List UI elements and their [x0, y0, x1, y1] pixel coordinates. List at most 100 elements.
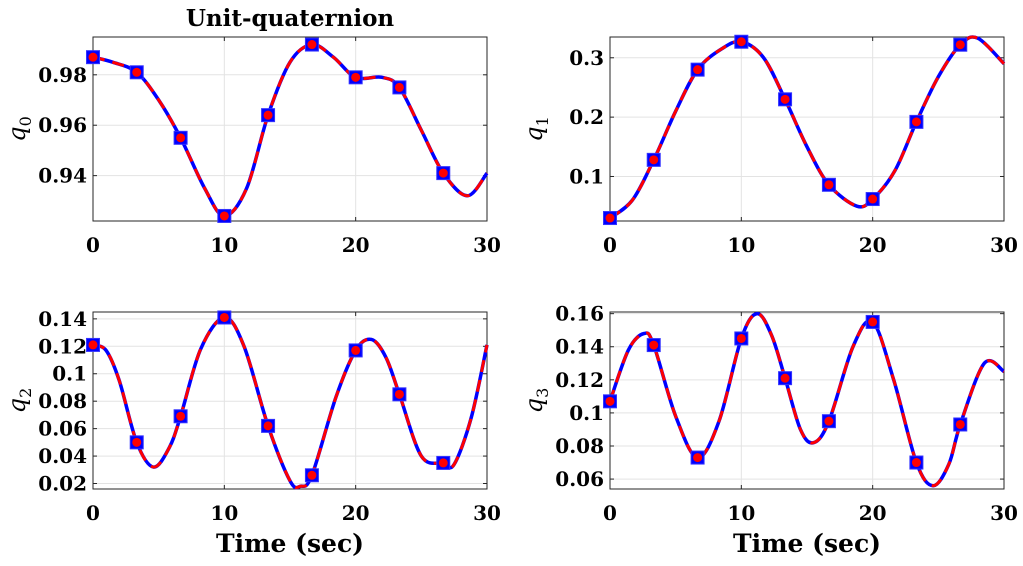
y-tick-label: 0.06	[555, 467, 604, 491]
circle-marker	[605, 213, 615, 223]
y-axis-subscript: 2	[16, 388, 35, 398]
x-tick-label: 0	[86, 233, 100, 257]
circle-marker	[955, 40, 965, 50]
y-axis-symbol: q	[520, 398, 548, 413]
circle-marker	[307, 470, 317, 480]
x-tick-label: 20	[342, 233, 370, 257]
circle-marker	[868, 194, 878, 204]
plot-area	[610, 312, 1004, 489]
y-tick-label: 0.1	[569, 164, 604, 188]
y-tick-label: 0.2	[569, 105, 604, 129]
circle-marker	[693, 453, 703, 463]
y-axis-label: q2	[3, 388, 35, 414]
y-tick-label: 0.02	[38, 472, 87, 496]
y-axis-symbol: q	[520, 126, 548, 141]
circle-marker	[605, 396, 615, 406]
x-tick-label: 0	[603, 233, 617, 257]
y-tick-label: 0.96	[38, 113, 87, 137]
y-axis-label: q1	[520, 116, 552, 142]
series-2-line	[92, 43, 489, 218]
circle-marker	[88, 52, 98, 62]
circle-marker	[351, 345, 361, 355]
circle-marker	[736, 333, 746, 343]
axes-frame	[609, 36, 1005, 222]
x-tick-label: 30	[990, 233, 1018, 257]
x-tick-label: 20	[342, 501, 370, 525]
circle-marker	[780, 373, 790, 383]
x-tick-label: 10	[727, 233, 755, 257]
y-tick-label: 0.04	[38, 444, 87, 468]
y-tick-label: 0.08	[38, 389, 87, 413]
circle-marker	[649, 340, 659, 350]
y-axis-label: q0	[3, 116, 35, 142]
circle-marker	[438, 168, 448, 178]
panel-q1: 0 10 20 30 0.1 0.2 0.3 q1	[520, 34, 1018, 257]
x-tick-label: 10	[210, 233, 238, 257]
y-axis-subscript: 1	[533, 116, 552, 126]
series-2-line	[608, 312, 1005, 488]
x-axis-label: Time (sec)	[733, 529, 881, 558]
chart-title: Unit-quaternion	[186, 5, 395, 32]
x-tick-label: 10	[210, 501, 238, 525]
circle-marker	[132, 437, 142, 447]
circle-marker	[911, 458, 921, 468]
y-tick-label: 0.1	[569, 401, 604, 425]
circle-marker	[955, 419, 965, 429]
panel-q2: 0 10 20 30 0.02 0.04 0.06 0.08 0.1 0.12 0.14 q2 Time…	[3, 307, 501, 558]
y-tick-label: 0.12	[555, 368, 604, 392]
x-tick-label: 20	[859, 501, 887, 525]
circle-marker	[263, 110, 273, 120]
y-axis-subscript: 3	[533, 388, 552, 398]
circle-marker	[88, 340, 98, 350]
plot-area	[93, 312, 487, 489]
series-2-line	[609, 35, 1006, 220]
circle-marker	[307, 40, 317, 50]
x-tick-label: 30	[990, 501, 1018, 525]
circle-marker	[824, 180, 834, 190]
y-axis-symbol: q	[3, 398, 31, 413]
y-tick-label: 0.98	[38, 63, 87, 87]
x-tick-label: 0	[86, 501, 100, 525]
circle-marker	[219, 312, 229, 322]
circle-marker	[351, 72, 361, 82]
circle-marker	[263, 421, 273, 431]
x-tick-label: 30	[473, 233, 501, 257]
series-2-line	[92, 315, 489, 490]
y-tick-label: 0.94	[38, 164, 87, 188]
circle-marker	[780, 94, 790, 104]
y-axis-symbol: q	[3, 126, 31, 141]
axes-frame	[92, 311, 488, 490]
y-tick-label: 0.06	[38, 417, 87, 441]
y-tick-label: 0.14	[38, 307, 87, 331]
circle-marker	[394, 82, 404, 92]
circle-marker	[438, 458, 448, 468]
y-tick-label: 0.3	[569, 46, 604, 70]
x-tick-label: 30	[473, 501, 501, 525]
x-tick-label: 10	[727, 501, 755, 525]
circle-marker	[649, 155, 659, 165]
axes-frame	[92, 36, 488, 222]
y-tick-label: 0.14	[555, 335, 604, 359]
y-axis-label: q3	[520, 388, 552, 414]
circle-marker	[176, 133, 186, 143]
circle-marker	[824, 416, 834, 426]
x-axis-label: Time (sec)	[216, 529, 364, 558]
plot-area	[610, 37, 1004, 221]
y-tick-label: 0.12	[38, 334, 87, 358]
circle-marker	[176, 411, 186, 421]
circle-marker	[219, 211, 229, 221]
panel-q3: 0 10 20 30 0.06 0.08 0.1 0.12 0.14 0.16 q3 Time (se…	[520, 302, 1018, 558]
circle-marker	[132, 67, 142, 77]
y-axis-subscript: 0	[16, 116, 35, 126]
x-tick-label: 20	[859, 233, 887, 257]
x-tick-label: 0	[603, 501, 617, 525]
y-tick-label: 0.08	[555, 434, 604, 458]
y-tick-label: 0.16	[555, 302, 604, 326]
circle-marker	[394, 389, 404, 399]
y-tick-label: 0.1	[52, 362, 87, 386]
circle-marker	[736, 37, 746, 47]
circle-marker	[693, 65, 703, 75]
circle-marker	[868, 317, 878, 327]
